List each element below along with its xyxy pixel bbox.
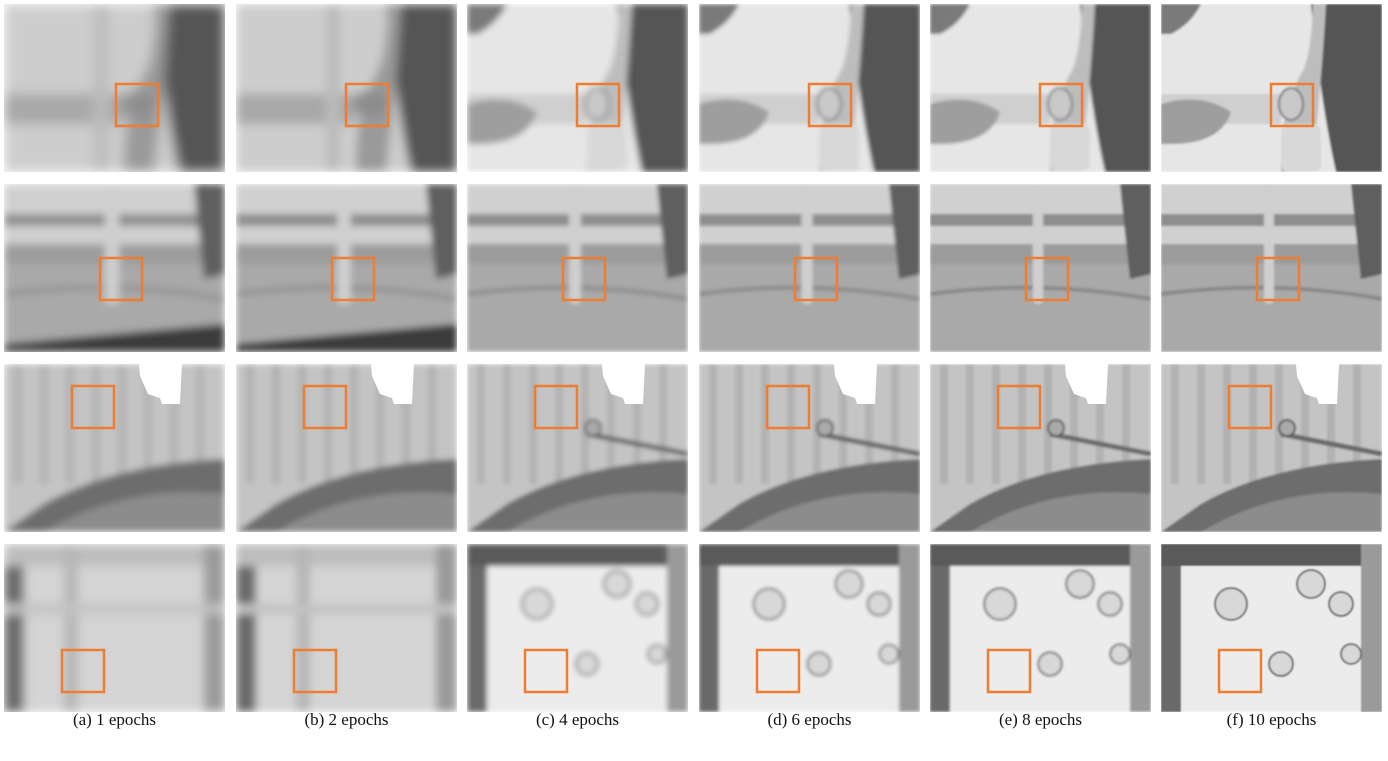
panel-row1-col3	[467, 4, 688, 172]
highlight-box	[807, 82, 853, 128]
caption-epochs-6: (d) 6 epochs	[767, 710, 852, 729]
mesh-render	[4, 4, 225, 172]
highlight-box	[1217, 648, 1263, 694]
mesh-render	[4, 544, 225, 712]
highlight-box	[533, 384, 579, 430]
mesh-render	[4, 364, 225, 532]
panel-row3-col4	[699, 364, 920, 532]
mesh-render	[467, 184, 688, 352]
mesh-render	[930, 364, 1151, 532]
mesh-render	[1161, 544, 1382, 712]
mesh-render	[699, 184, 920, 352]
panel-row1-col1	[4, 4, 225, 172]
panel-row3-col1	[4, 364, 225, 532]
caption-epochs-8: (e) 8 epochs	[998, 710, 1083, 729]
mesh-render	[1161, 4, 1382, 172]
highlight-box	[986, 648, 1032, 694]
panel-row4-col3	[467, 544, 688, 712]
panel-row3-col3	[467, 364, 688, 532]
mesh-render	[930, 4, 1151, 172]
highlight-box	[1024, 256, 1070, 302]
panel-row2-col1	[4, 184, 225, 352]
mesh-render	[236, 364, 457, 532]
highlight-box	[98, 256, 144, 302]
panel-row3-col6	[1161, 364, 1382, 532]
panel-row2-col3	[467, 184, 688, 352]
caption-epochs-1: (a) 1 epochs	[72, 710, 157, 729]
panel-row3-col5	[930, 364, 1151, 532]
mesh-render	[236, 544, 457, 712]
highlight-box	[330, 256, 376, 302]
panel-row2-col4	[699, 184, 920, 352]
panel-row1-col6	[1161, 4, 1382, 172]
mesh-render	[1161, 184, 1382, 352]
mesh-render	[236, 4, 457, 172]
highlight-box	[575, 82, 621, 128]
mesh-render	[699, 544, 920, 712]
panel-row2-col5	[930, 184, 1151, 352]
mesh-render	[930, 184, 1151, 352]
mesh-render	[236, 184, 457, 352]
mesh-render	[467, 364, 688, 532]
panel-row1-col5	[930, 4, 1151, 172]
panel-row4-col5	[930, 544, 1151, 712]
highlight-box	[755, 648, 801, 694]
panel-row4-col6	[1161, 544, 1382, 712]
panel-row4-col2	[236, 544, 457, 712]
panel-row4-col1	[4, 544, 225, 712]
panel-row2-col2	[236, 184, 457, 352]
highlight-box	[996, 384, 1042, 430]
panel-row1-col2	[236, 4, 457, 172]
mesh-render	[930, 544, 1151, 712]
highlight-box	[302, 384, 348, 430]
highlight-box	[1255, 256, 1301, 302]
mesh-render	[699, 364, 920, 532]
mesh-render	[1161, 364, 1382, 532]
highlight-box	[114, 82, 160, 128]
panel-row1-col4	[699, 4, 920, 172]
mesh-render	[699, 4, 920, 172]
highlight-box	[292, 648, 338, 694]
highlight-box	[765, 384, 811, 430]
highlight-box	[344, 82, 390, 128]
caption-epochs-2: (b) 2 epochs	[304, 710, 389, 729]
panel-row4-col4	[699, 544, 920, 712]
mesh-render	[467, 4, 688, 172]
mesh-render	[467, 544, 688, 712]
highlight-box	[561, 256, 607, 302]
highlight-box	[70, 384, 116, 430]
panel-row3-col2	[236, 364, 457, 532]
highlight-box	[523, 648, 569, 694]
mesh-render	[4, 184, 225, 352]
panel-row2-col6	[1161, 184, 1382, 352]
highlight-box	[1038, 82, 1084, 128]
caption-epochs-10: (f) 10 epochs	[1226, 710, 1317, 729]
highlight-box	[1227, 384, 1273, 430]
highlight-box	[1269, 82, 1315, 128]
highlight-box	[60, 648, 106, 694]
highlight-box	[793, 256, 839, 302]
caption-epochs-4: (c) 4 epochs	[535, 710, 620, 729]
